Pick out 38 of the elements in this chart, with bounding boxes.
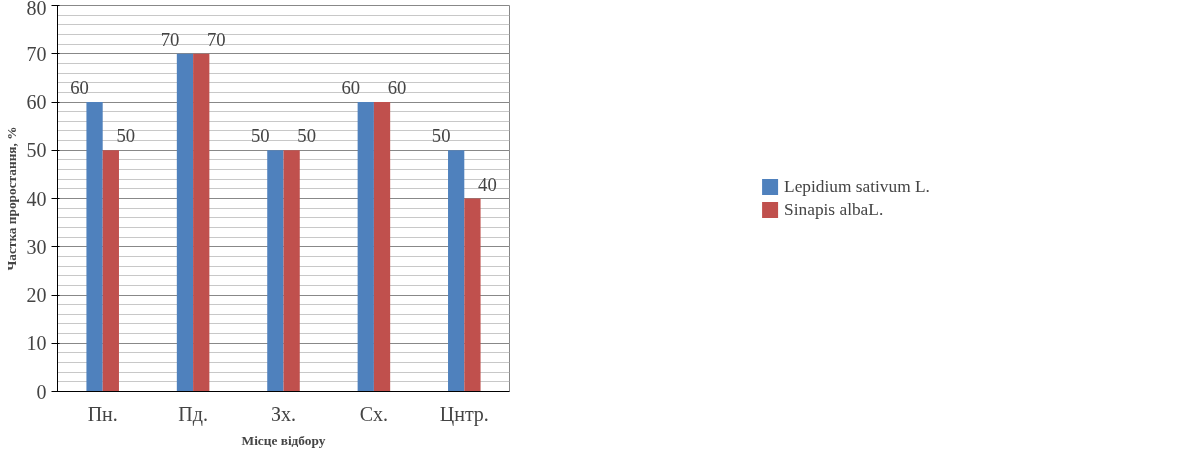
y-tick-label: 30 xyxy=(26,235,47,258)
y-tick-label: 80 xyxy=(26,0,47,19)
data-label: 40 xyxy=(478,173,497,195)
bar xyxy=(267,150,284,392)
y-tick-label: 70 xyxy=(26,42,47,65)
bar xyxy=(283,150,300,392)
x-tick-label: Пд. xyxy=(178,402,208,426)
y-tick-label: 40 xyxy=(26,187,47,210)
data-label: 60 xyxy=(387,77,407,98)
x-tick-label: Зх. xyxy=(270,402,297,425)
data-label: 50 xyxy=(251,125,270,147)
legend-label: Lepidium sativum L. xyxy=(784,176,930,197)
bar xyxy=(357,102,374,392)
y-tick-label: 20 xyxy=(26,284,47,306)
y-tick-label: 10 xyxy=(26,332,47,355)
bar xyxy=(448,150,465,392)
bar xyxy=(176,53,194,392)
data-label: 70 xyxy=(160,28,180,50)
data-label: 50 xyxy=(297,125,316,147)
data-label: 50 xyxy=(116,125,136,147)
x-tick-label: Пн. xyxy=(87,402,118,425)
y-tick-label: 0 xyxy=(36,380,47,403)
data-label: 70 xyxy=(206,28,226,50)
bar xyxy=(102,150,119,392)
y-tick-label: 60 xyxy=(26,91,47,113)
y-tick-label: 50 xyxy=(26,139,47,162)
bar xyxy=(193,53,210,392)
x-axis-title: Місце відбору xyxy=(241,432,326,448)
y-axis-title: Частка проростання, % xyxy=(3,126,19,271)
data-label: 60 xyxy=(70,77,89,98)
bar xyxy=(373,102,391,392)
data-label: 60 xyxy=(341,77,361,98)
bar xyxy=(86,102,103,392)
x-tick-label: Цнтр. xyxy=(439,402,489,426)
data-label: 50 xyxy=(431,125,451,147)
legend-label: Sinapis albaL. xyxy=(784,199,884,220)
x-tick-label: Сх. xyxy=(359,402,389,425)
bar xyxy=(464,198,481,392)
